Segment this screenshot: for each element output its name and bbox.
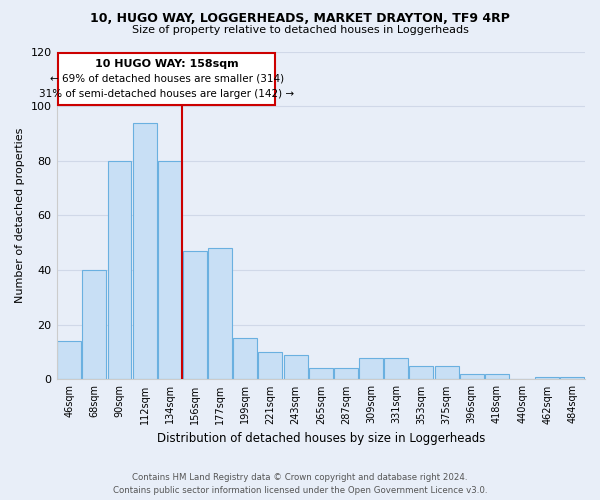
Bar [208, 248, 232, 380]
Bar [284, 355, 308, 380]
Bar [82, 270, 106, 380]
Bar [233, 338, 257, 380]
Bar [485, 374, 509, 380]
Bar [359, 358, 383, 380]
Bar [535, 376, 559, 380]
Text: Contains HM Land Registry data © Crown copyright and database right 2024.
Contai: Contains HM Land Registry data © Crown c… [113, 473, 487, 495]
Bar [434, 366, 458, 380]
Text: 10, HUGO WAY, LOGGERHEADS, MARKET DRAYTON, TF9 4RP: 10, HUGO WAY, LOGGERHEADS, MARKET DRAYTO… [90, 12, 510, 26]
Bar [57, 341, 81, 380]
Bar [409, 366, 433, 380]
Bar [259, 352, 283, 380]
Text: 31% of semi-detached houses are larger (142) →: 31% of semi-detached houses are larger (… [39, 89, 294, 99]
Text: ← 69% of detached houses are smaller (314): ← 69% of detached houses are smaller (31… [50, 74, 284, 84]
Bar [107, 161, 131, 380]
Bar [334, 368, 358, 380]
Bar [133, 122, 157, 380]
Text: Size of property relative to detached houses in Loggerheads: Size of property relative to detached ho… [131, 25, 469, 35]
Bar [560, 376, 584, 380]
FancyBboxPatch shape [58, 53, 275, 105]
X-axis label: Distribution of detached houses by size in Loggerheads: Distribution of detached houses by size … [157, 432, 485, 445]
Bar [309, 368, 333, 380]
Bar [385, 358, 408, 380]
Y-axis label: Number of detached properties: Number of detached properties [15, 128, 25, 303]
Bar [183, 251, 207, 380]
Text: 10 HUGO WAY: 158sqm: 10 HUGO WAY: 158sqm [95, 59, 238, 69]
Bar [158, 161, 182, 380]
Bar [460, 374, 484, 380]
